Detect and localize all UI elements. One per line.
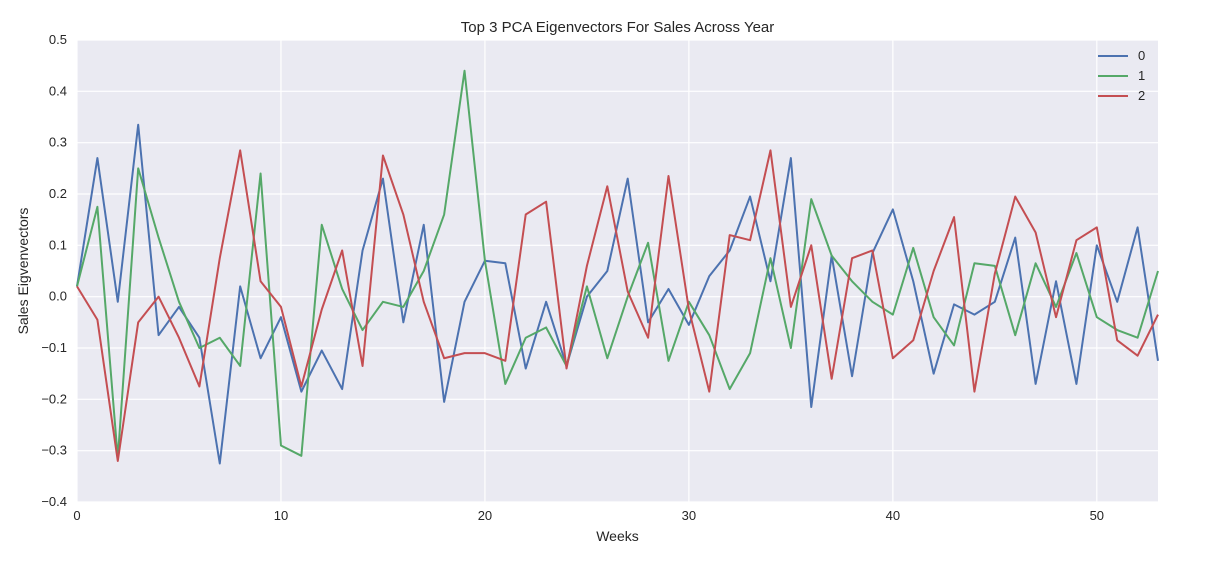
y-tick-label: −0.4 (41, 494, 67, 509)
y-tick-label: 0.0 (49, 289, 67, 304)
series-line-1 (76, 69, 1159, 460)
y-tick-label: 0.2 (49, 186, 67, 201)
legend: 0 1 2 (1098, 48, 1145, 103)
chart-title: Top 3 PCA Eigenvectors For Sales Across … (461, 19, 775, 36)
x-tick-label: 20 (478, 508, 492, 523)
plot-area (77, 40, 1158, 502)
legend-label-2: 2 (1138, 88, 1145, 103)
x-axis-label: Weeks (596, 528, 639, 544)
series-line-0 (76, 123, 1159, 465)
x-tick-label: 30 (682, 508, 696, 523)
y-tick-label: −0.3 (41, 443, 67, 458)
x-tick-label: 50 (1090, 508, 1104, 523)
tick-labels: 0 10 20 30 40 50 −0.4 −0.3 −0.2 −0.1 0.0 0.1 0.2 0.3 0… (41, 32, 1104, 523)
x-tick-label: 10 (274, 508, 288, 523)
y-axis-label: Sales Eigvenvectors (15, 208, 31, 335)
legend-label-0: 0 (1138, 48, 1145, 63)
legend-label-1: 1 (1138, 68, 1145, 83)
y-tick-label: −0.2 (41, 391, 67, 406)
series-line-2 (76, 149, 1159, 462)
y-tick-label: 0.3 (49, 135, 67, 150)
grid-lines (76, 39, 1158, 503)
y-tick-label: 0.4 (49, 83, 67, 98)
x-tick-label: 40 (886, 508, 900, 523)
y-tick-label: 0.5 (49, 32, 67, 47)
series-lines (76, 69, 1159, 465)
x-tick-label: 0 (73, 508, 80, 523)
y-tick-label: −0.1 (41, 340, 67, 355)
y-tick-label: 0.1 (49, 237, 67, 252)
